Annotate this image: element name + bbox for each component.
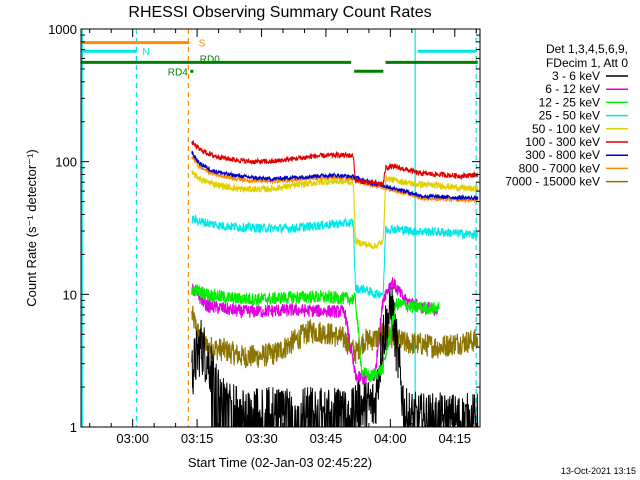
flag-label-n: N [142,47,149,58]
x-tick-label: 03:00 [116,431,149,446]
plot-frame [80,28,481,428]
legend-entry-label: 3 - 6 keV [552,69,600,83]
legend-entry-label: 300 - 800 keV [525,148,600,162]
flag-label-rd0: RD0 [200,54,220,65]
series-line-8 [191,305,479,369]
x-tick-label: 04:00 [374,431,407,446]
legend-entry-label: 800 - 7000 keV [519,161,600,175]
series-line-2 [191,284,440,382]
series-line-3 [191,213,479,299]
x-axis-label: Start Time (02-Jan-03 02:45:22) [188,455,372,470]
legend-entry-label: 12 - 25 keV [539,95,600,109]
x-axis: 03:00 03:15 03:30 03:45 04:00 04:15 [89,29,477,446]
vertical-markers [81,29,477,427]
y-tick-label: 10 [63,287,77,302]
x-tick-label: 03:45 [310,431,343,446]
footer-timestamp: 13-Oct-2021 13:15 [561,466,636,476]
series-line-4 [191,170,479,250]
series-line-7 [191,155,479,204]
legend-entry-label: 50 - 100 keV [532,122,600,136]
x-tick-label: 04:15 [439,431,472,446]
y-axis: 1 10 100 1000 [48,22,480,435]
series-line-6 [191,150,479,202]
series-line-5 [191,139,479,187]
series-line-1 [191,277,440,385]
series-line-0 [191,286,479,427]
legend-entry-label: 100 - 300 keV [525,135,600,149]
y-axis-label: Count Rate (s⁻¹ detector⁻¹) [24,149,39,307]
legend-header-line-2: FDecim 1, Att 0 [546,56,628,70]
y-tick-label: 100 [55,155,77,170]
y-tick-label: 1 [70,420,77,435]
legend-entry-label: 25 - 50 keV [539,109,600,123]
legend-header-line-1: Det 1,3,4,5,6,9, [546,42,628,56]
flag-label-s: S [199,39,206,50]
flag-label-rd4: RD4 [168,67,188,78]
y-tick-label: 1000 [48,22,77,37]
x-tick-label: 03:30 [245,431,278,446]
series-layer [191,139,479,427]
x-tick-label: 03:15 [181,431,214,446]
legend: Det 1,3,4,5,6,9, FDecim 1, Att 0 3 - 6 k… [505,42,628,189]
rd4-marker [190,69,194,73]
legend-entry-label: 6 - 12 keV [545,82,600,96]
legend-entry-label: 7000 - 15000 keV [505,175,600,189]
chart-title: RHESSI Observing Summary Count Rates [128,4,431,21]
flag-bars: S N RD0 RD4 [81,39,478,78]
